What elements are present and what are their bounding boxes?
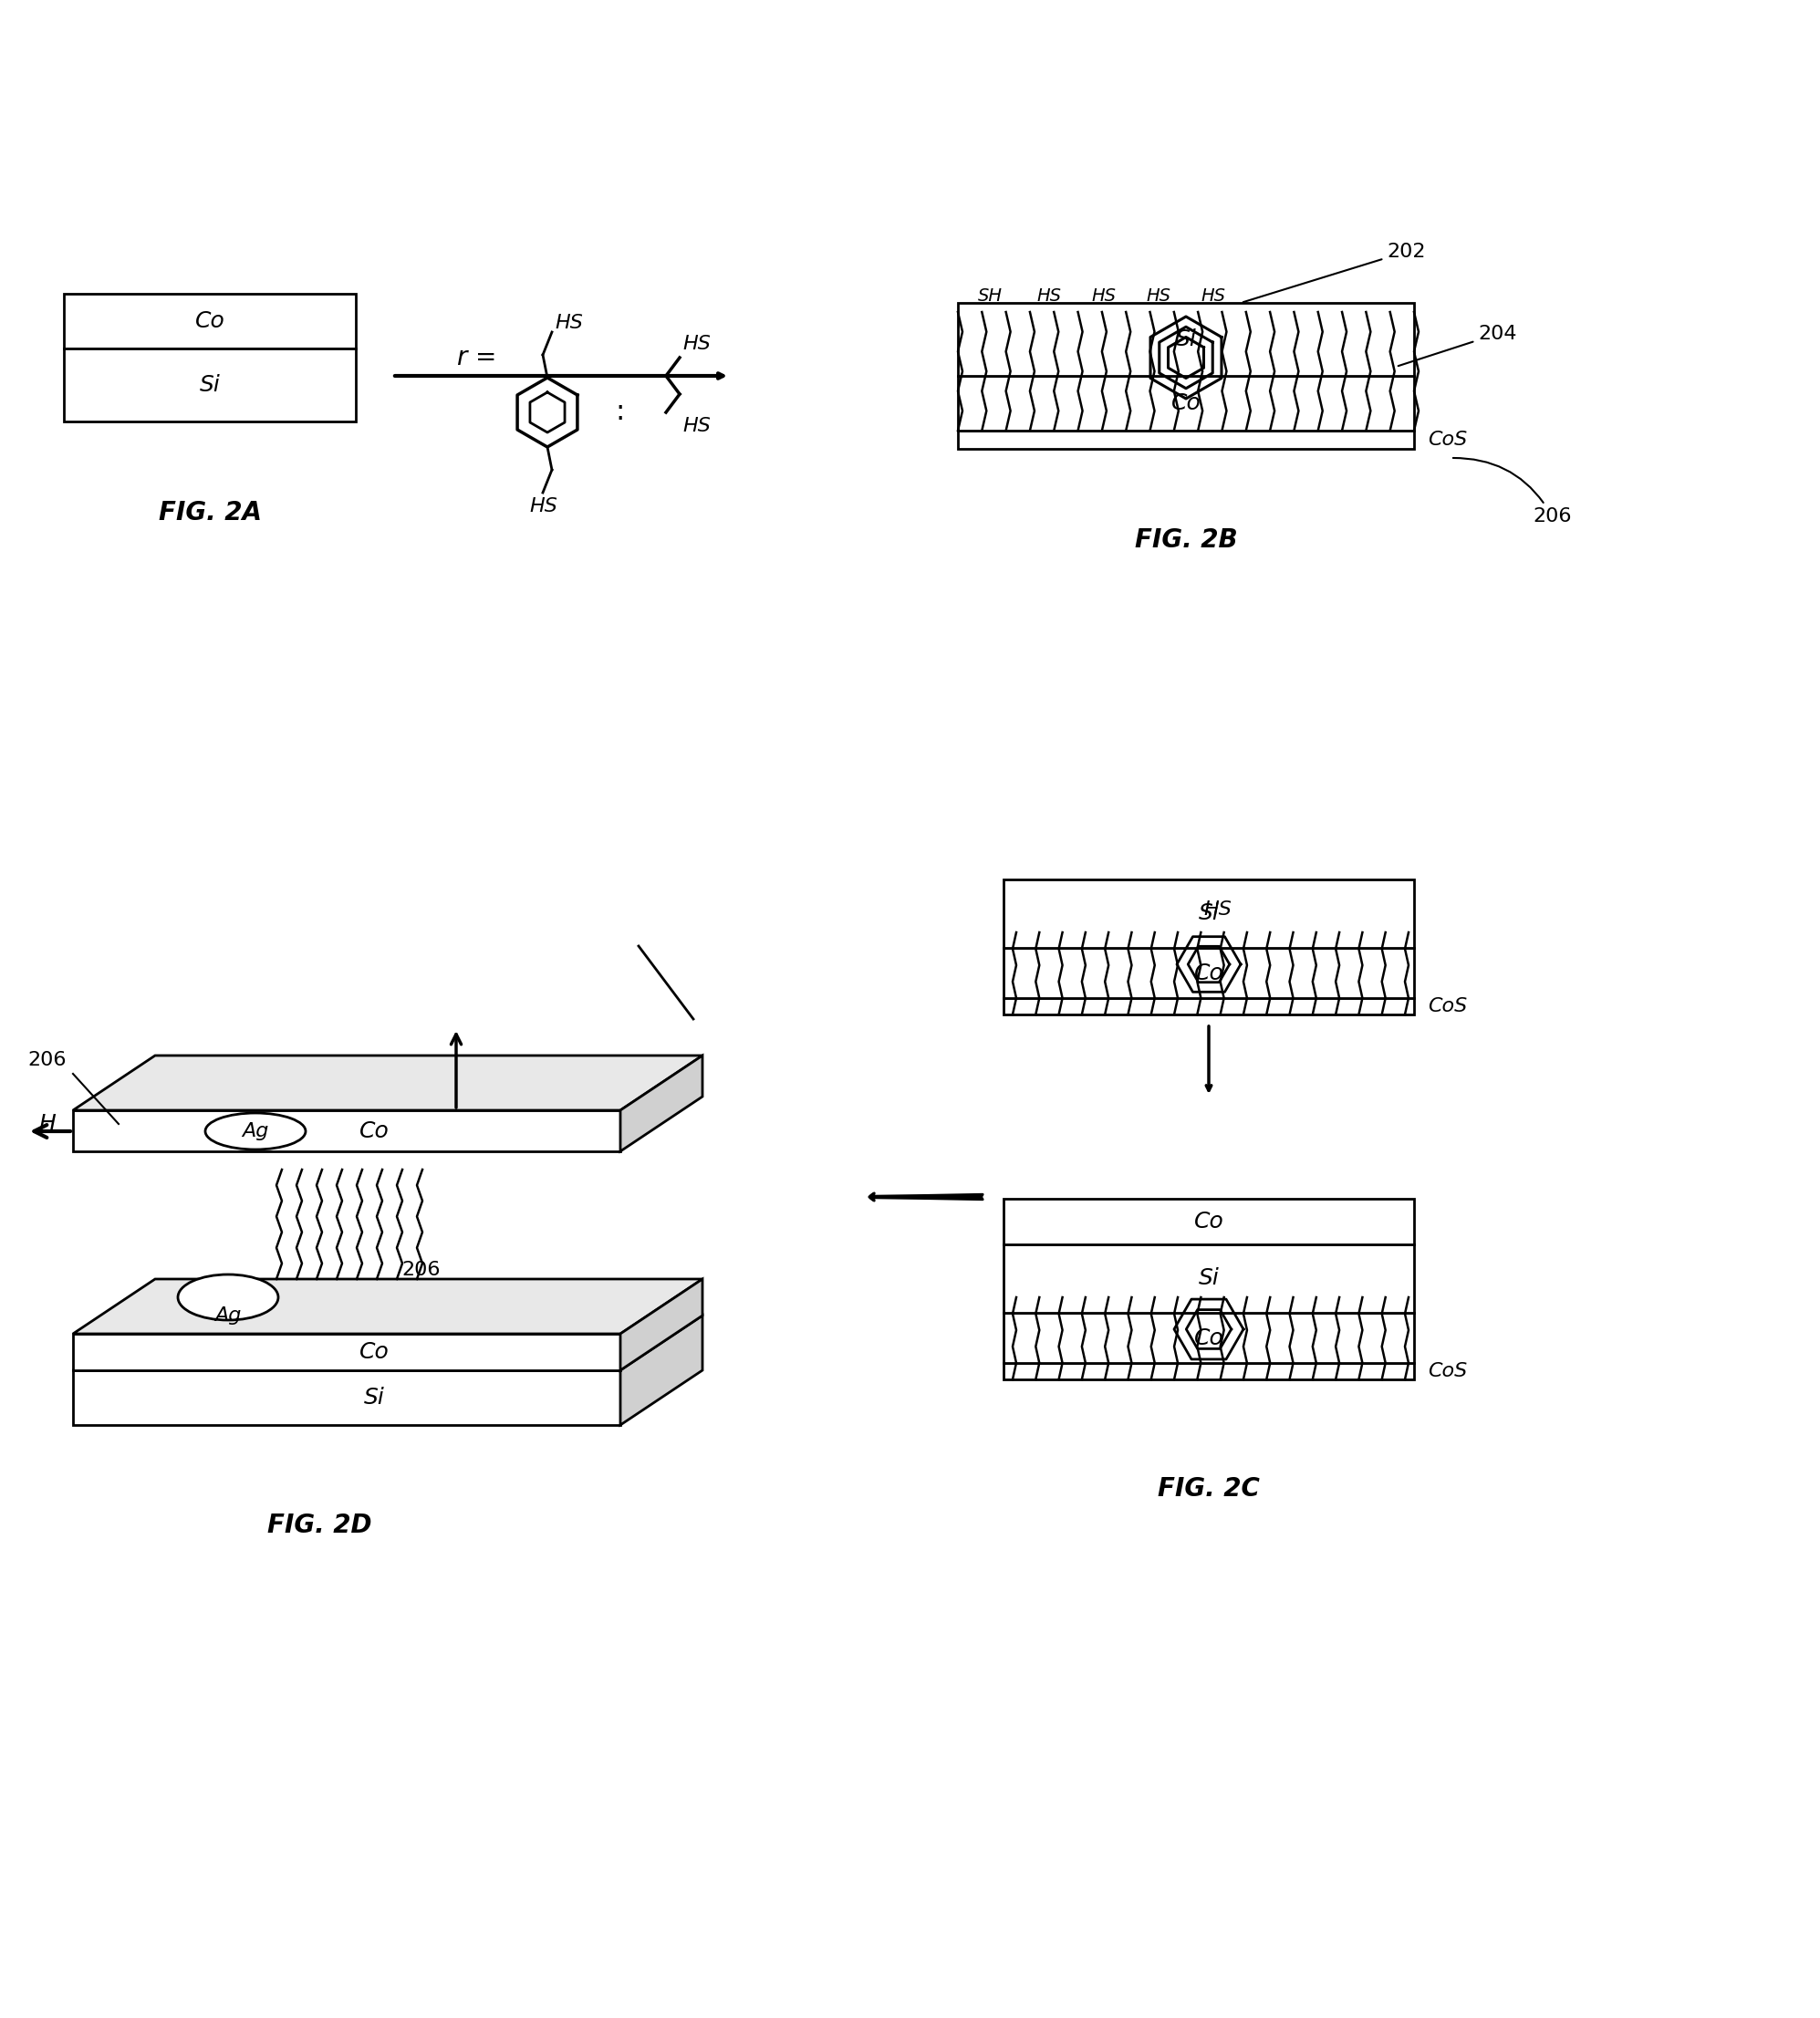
FancyBboxPatch shape xyxy=(1003,999,1414,1015)
Polygon shape xyxy=(73,1316,703,1370)
FancyBboxPatch shape xyxy=(957,430,1414,448)
Polygon shape xyxy=(621,1279,703,1370)
Polygon shape xyxy=(621,1055,703,1152)
Text: HS: HS xyxy=(555,315,582,333)
FancyBboxPatch shape xyxy=(1003,1314,1414,1362)
Polygon shape xyxy=(73,1370,621,1425)
Ellipse shape xyxy=(206,1114,306,1150)
Text: Si: Si xyxy=(200,373,220,396)
Text: 206: 206 xyxy=(402,1261,440,1279)
Text: HS: HS xyxy=(682,418,710,436)
Text: Si: Si xyxy=(1198,902,1219,924)
Text: 204: 204 xyxy=(1398,325,1516,365)
Text: FIG. 2C: FIG. 2C xyxy=(1158,1475,1259,1501)
FancyBboxPatch shape xyxy=(1003,1245,1414,1314)
Text: :: : xyxy=(615,400,624,426)
Text: HS: HS xyxy=(682,335,710,353)
FancyBboxPatch shape xyxy=(957,303,1414,375)
Text: Co: Co xyxy=(359,1120,389,1142)
FancyBboxPatch shape xyxy=(957,375,1414,430)
Ellipse shape xyxy=(178,1275,278,1320)
FancyBboxPatch shape xyxy=(64,295,355,349)
Text: 202: 202 xyxy=(1243,242,1425,303)
FancyBboxPatch shape xyxy=(64,349,355,422)
Text: SH: SH xyxy=(977,287,1003,305)
Text: CoS: CoS xyxy=(1427,997,1467,1015)
Text: Co: Co xyxy=(1170,391,1201,414)
Polygon shape xyxy=(73,1055,703,1110)
Text: FIG. 2A: FIG. 2A xyxy=(158,500,262,525)
Text: H: H xyxy=(38,1114,56,1134)
Text: Co: Co xyxy=(1194,963,1223,985)
FancyBboxPatch shape xyxy=(1003,1362,1414,1380)
Text: HS: HS xyxy=(1037,287,1061,305)
Polygon shape xyxy=(73,1110,621,1152)
Text: HS: HS xyxy=(1147,287,1170,305)
Text: HS: HS xyxy=(1201,287,1225,305)
Text: FIG. 2D: FIG. 2D xyxy=(268,1514,371,1538)
FancyBboxPatch shape xyxy=(1003,880,1414,948)
Polygon shape xyxy=(73,1279,703,1334)
Text: Co: Co xyxy=(359,1342,389,1362)
Text: HS: HS xyxy=(1092,287,1116,305)
Polygon shape xyxy=(73,1334,621,1370)
Text: Co: Co xyxy=(1194,1328,1223,1348)
Text: CoS: CoS xyxy=(1427,1362,1467,1380)
Text: 206: 206 xyxy=(1452,458,1571,525)
Text: Co: Co xyxy=(1194,1211,1223,1233)
Text: $r$ =: $r$ = xyxy=(457,345,495,371)
FancyBboxPatch shape xyxy=(1003,1199,1414,1245)
Text: HS: HS xyxy=(530,496,557,515)
Text: Co: Co xyxy=(195,311,224,333)
FancyBboxPatch shape xyxy=(1003,948,1414,999)
Polygon shape xyxy=(621,1316,703,1425)
Text: FIG. 2B: FIG. 2B xyxy=(1134,527,1238,553)
Text: Si: Si xyxy=(364,1386,384,1409)
Text: 206: 206 xyxy=(27,1051,66,1070)
Text: HS: HS xyxy=(1203,900,1232,918)
Text: CoS: CoS xyxy=(1427,430,1467,448)
Text: Ag: Ag xyxy=(215,1306,242,1324)
Text: Ag: Ag xyxy=(242,1122,269,1140)
Text: Si: Si xyxy=(1176,329,1196,351)
Text: Si: Si xyxy=(1198,1267,1219,1290)
